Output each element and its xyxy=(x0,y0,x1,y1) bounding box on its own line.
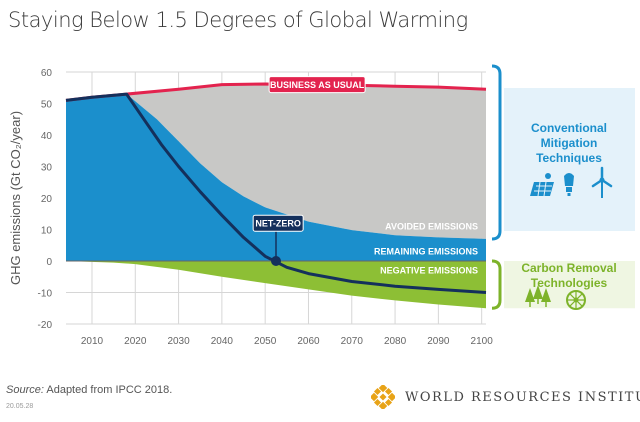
wind-turbine-icon xyxy=(591,166,613,198)
y-tick-label: 0 xyxy=(46,257,52,268)
wri-logo: WORLD RESOURCES INSTITUTE xyxy=(371,385,640,409)
y-tick-label: -10 xyxy=(38,289,53,300)
y-tick-label: 50 xyxy=(41,100,53,111)
net-zero-label: NET-ZERO xyxy=(255,219,301,229)
conventional-bracket xyxy=(491,64,502,241)
area-layer xyxy=(66,84,486,309)
light-bulb-icon xyxy=(564,173,574,196)
forest-icon xyxy=(525,285,551,307)
conventional-label-line: Conventional xyxy=(531,121,607,135)
org-name: WORLD RESOURCES INSTITUTE xyxy=(405,389,640,405)
bau-badge xyxy=(268,76,366,94)
y-tick-label: 10 xyxy=(41,226,53,237)
y-tick-label: 40 xyxy=(41,131,53,142)
net-zero-line xyxy=(65,92,487,294)
date-stamp: 20.05.28 xyxy=(6,403,34,410)
source-text: Adapted from IPCC 2018. xyxy=(43,384,173,396)
conventional-label-line: Techniques xyxy=(536,151,602,165)
line-layer xyxy=(65,82,487,294)
x-tick-label: 2050 xyxy=(254,336,277,347)
label-layer: BUSINESS AS USUAL AVOIDED EMISSIONS REMAIN… xyxy=(252,76,478,275)
removal-bracket xyxy=(491,259,502,310)
x-tick-label: 2090 xyxy=(427,336,450,347)
avoided-emissions-label: AVOIDED EMISSIONS xyxy=(385,221,478,231)
x-tick-label: 2070 xyxy=(341,336,364,347)
y-tick-label: 60 xyxy=(41,68,53,79)
x-tick-label: 2100 xyxy=(471,336,494,347)
avoided-emissions-area xyxy=(66,84,486,239)
negative-emissions-label: NEGATIVE EMISSIONS xyxy=(380,265,478,275)
x-tick-label: 2020 xyxy=(124,336,147,347)
x-tick-label: 2060 xyxy=(297,336,320,347)
bau-label: BUSINESS AS USUAL xyxy=(270,80,365,90)
removal-label-line: Carbon Removal xyxy=(521,261,616,275)
net-zero-badge xyxy=(252,214,304,232)
wri-emblem-icon xyxy=(371,385,395,409)
remaining-emissions-label: REMAINING EMISSIONS xyxy=(374,247,478,257)
chart-title: Staying Below 1.5 Degrees of Global Warm… xyxy=(8,8,468,32)
solar-panel-icon xyxy=(530,173,554,197)
conventional-panel-bg xyxy=(504,88,635,231)
y-tick-label: -20 xyxy=(38,320,53,331)
y-tick-label: 30 xyxy=(41,163,53,174)
conventional-label-line: Mitigation xyxy=(541,136,598,150)
y-tick-label: 20 xyxy=(41,194,53,205)
net-zero-point xyxy=(271,256,281,266)
bioenergy-icon xyxy=(566,290,586,310)
source-note: Source: Adapted from IPCC 2018. xyxy=(6,384,172,396)
negative-emissions-area xyxy=(66,261,486,309)
remaining-emissions-area xyxy=(66,94,486,261)
x-tick-label: 2030 xyxy=(167,336,190,347)
y-axis-title: GHG emissions (Gt CO₂/year) xyxy=(8,111,23,285)
x-tick-label: 2040 xyxy=(211,336,234,347)
removal-label-line: Technologies xyxy=(531,276,608,290)
source-label: Source: xyxy=(6,384,44,396)
x-tick-label: 2010 xyxy=(81,336,104,347)
x-tick-label: 2080 xyxy=(384,336,407,347)
